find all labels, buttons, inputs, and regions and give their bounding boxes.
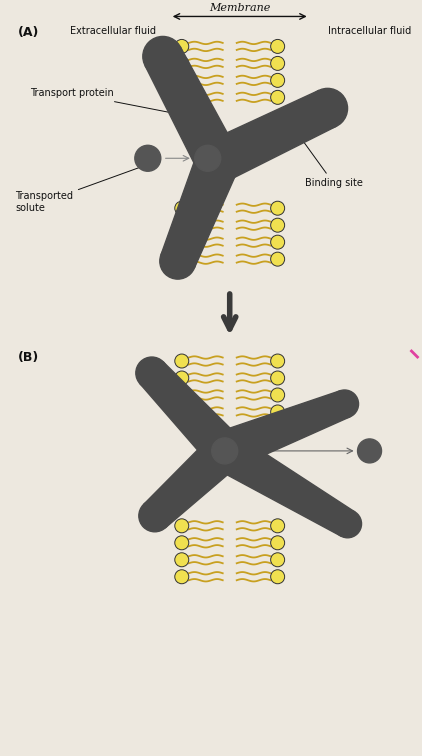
Polygon shape bbox=[217, 391, 350, 469]
Circle shape bbox=[175, 388, 189, 402]
Circle shape bbox=[271, 519, 285, 533]
Circle shape bbox=[203, 429, 247, 473]
Circle shape bbox=[135, 145, 161, 172]
Circle shape bbox=[175, 218, 189, 232]
Text: Transport protein: Transport protein bbox=[30, 88, 187, 116]
Polygon shape bbox=[161, 153, 238, 268]
Circle shape bbox=[308, 88, 348, 129]
Circle shape bbox=[175, 57, 189, 70]
Circle shape bbox=[175, 553, 189, 567]
Circle shape bbox=[175, 201, 189, 215]
Circle shape bbox=[212, 438, 238, 464]
Circle shape bbox=[271, 235, 285, 249]
Circle shape bbox=[333, 510, 362, 538]
Circle shape bbox=[143, 36, 183, 76]
Polygon shape bbox=[145, 47, 237, 172]
Text: Intracellular fluid: Intracellular fluid bbox=[328, 26, 411, 36]
Circle shape bbox=[175, 405, 189, 419]
Circle shape bbox=[271, 536, 285, 550]
Polygon shape bbox=[214, 434, 355, 536]
Circle shape bbox=[271, 388, 285, 402]
Circle shape bbox=[271, 39, 285, 54]
Circle shape bbox=[271, 570, 285, 584]
Circle shape bbox=[139, 500, 171, 531]
Circle shape bbox=[271, 73, 285, 88]
Polygon shape bbox=[144, 436, 238, 528]
Circle shape bbox=[175, 91, 189, 104]
Circle shape bbox=[175, 536, 189, 550]
Circle shape bbox=[175, 253, 189, 266]
Circle shape bbox=[175, 73, 189, 88]
Circle shape bbox=[330, 390, 359, 418]
Text: Membrane: Membrane bbox=[209, 4, 271, 14]
Text: Binding site: Binding site bbox=[301, 138, 362, 188]
Circle shape bbox=[160, 243, 196, 279]
Circle shape bbox=[271, 553, 285, 567]
Circle shape bbox=[175, 354, 189, 368]
Text: Extracellular fluid: Extracellular fluid bbox=[70, 26, 156, 36]
Circle shape bbox=[136, 357, 168, 389]
Circle shape bbox=[271, 218, 285, 232]
Circle shape bbox=[357, 439, 381, 463]
Circle shape bbox=[175, 519, 189, 533]
Circle shape bbox=[271, 201, 285, 215]
Polygon shape bbox=[140, 362, 239, 464]
Circle shape bbox=[271, 405, 285, 419]
Circle shape bbox=[175, 39, 189, 54]
Circle shape bbox=[271, 91, 285, 104]
Circle shape bbox=[195, 138, 241, 184]
Circle shape bbox=[271, 253, 285, 266]
Circle shape bbox=[175, 570, 189, 584]
Circle shape bbox=[271, 371, 285, 385]
Text: (A): (A) bbox=[18, 26, 39, 39]
Circle shape bbox=[271, 57, 285, 70]
Text: Transported
solute: Transported solute bbox=[15, 167, 140, 213]
Polygon shape bbox=[208, 91, 336, 181]
Circle shape bbox=[175, 235, 189, 249]
Text: (B): (B) bbox=[18, 351, 39, 364]
Circle shape bbox=[195, 145, 221, 172]
Circle shape bbox=[175, 371, 189, 385]
Circle shape bbox=[271, 354, 285, 368]
